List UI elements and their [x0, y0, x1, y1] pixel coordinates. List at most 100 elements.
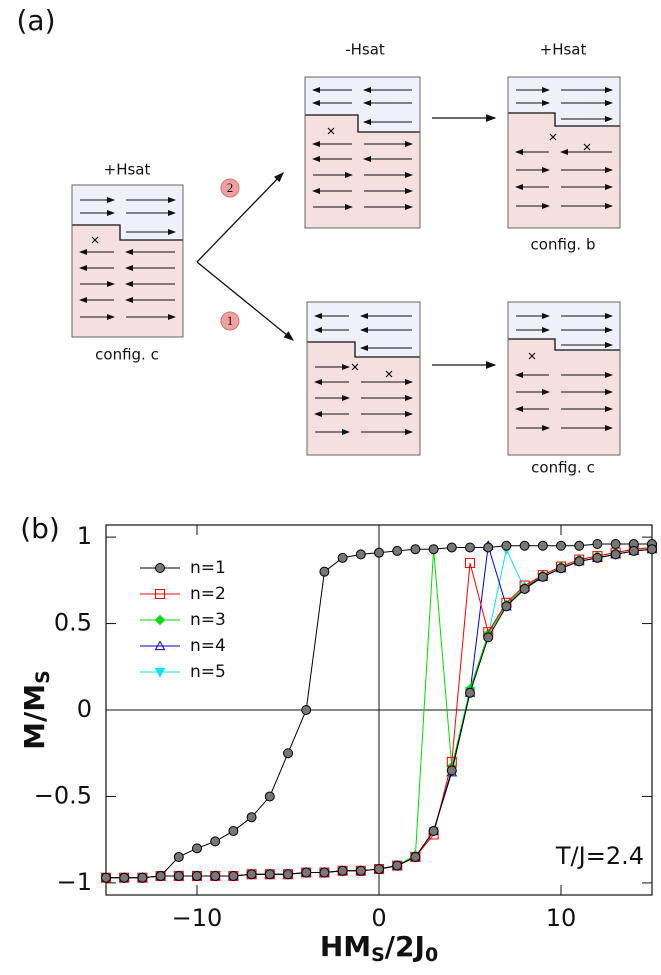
- marker: [392, 545, 403, 556]
- domain-wall: [508, 338, 620, 351]
- top-domain: [305, 77, 420, 132]
- field-label: +Hsat: [540, 41, 587, 59]
- marker: [319, 566, 330, 577]
- marker: [264, 869, 275, 880]
- marker: [483, 542, 494, 553]
- path-arrow: [196, 172, 284, 263]
- marker: [446, 542, 457, 553]
- config-label: config. c: [531, 459, 595, 477]
- domain-wall: [508, 112, 620, 127]
- defect-cross: [327, 127, 335, 135]
- legend-marker: [154, 640, 166, 651]
- marker: [501, 601, 512, 612]
- box-frame: [304, 76, 421, 229]
- marker: [647, 544, 657, 555]
- y-tick-label: 0: [77, 695, 92, 723]
- marker: [246, 812, 257, 823]
- field-label: -Hsat: [345, 41, 385, 59]
- legend-marker: [155, 589, 165, 599]
- y-tick-label: 0.5: [54, 609, 92, 637]
- x-axis-label-part: 0: [425, 944, 438, 966]
- box-frame: [507, 76, 621, 229]
- y-axis-label: M/MS: [18, 670, 54, 750]
- marker: [283, 748, 293, 759]
- marker: [173, 851, 184, 862]
- marker: [446, 765, 457, 776]
- marker: [392, 860, 403, 871]
- marker: [210, 870, 221, 881]
- marker: [246, 869, 257, 880]
- marker: [610, 539, 621, 550]
- panel-label: (a): [16, 4, 55, 37]
- marker: [483, 632, 494, 643]
- panel-label: (b): [20, 512, 60, 545]
- marker: [537, 571, 548, 582]
- marker: [192, 870, 202, 881]
- defect-cross: [385, 370, 393, 378]
- marker: [465, 558, 475, 569]
- marker: [428, 544, 439, 555]
- x-tick-label: −10: [172, 904, 223, 932]
- marker: [228, 870, 239, 881]
- step-number: 1: [227, 313, 234, 328]
- marker: [355, 865, 366, 876]
- y-axis-label-part: S: [32, 670, 54, 684]
- x-axis-label-part: /2J: [385, 930, 425, 963]
- marker: [210, 836, 221, 847]
- marker: [574, 540, 585, 551]
- config-label: config. b: [531, 236, 596, 254]
- marker: [410, 851, 421, 862]
- marker: [574, 556, 585, 567]
- marker: [592, 552, 603, 563]
- legend-label: n=4: [190, 636, 226, 656]
- x-tick-label: 0: [371, 904, 386, 932]
- x-axis-label: HMS/2J0: [320, 930, 438, 966]
- defect-cross: [583, 143, 591, 151]
- marker: [283, 869, 293, 880]
- y-tick-label: −0.5: [34, 781, 92, 809]
- legend-label: n=1: [190, 558, 226, 578]
- chart: −1 −0.5 0 0.5 1 −10 0 10 n=1 n=2 n=3 n=4 n=5 T/J=2.4 H…: [18, 522, 658, 966]
- marker: [410, 544, 421, 555]
- marker: [319, 867, 330, 878]
- marker: [355, 549, 366, 560]
- marker: [519, 540, 530, 551]
- marker: [301, 867, 312, 878]
- defect-cross: [91, 236, 99, 244]
- marker: [264, 791, 275, 802]
- marker: [374, 547, 384, 558]
- legend-marker: [154, 667, 166, 678]
- config-label: config. c: [95, 346, 159, 364]
- legend-label: n=5: [190, 662, 226, 682]
- domain-configs: [71, 76, 621, 456]
- x-axis-label-part: S: [371, 944, 385, 966]
- marker: [501, 540, 512, 551]
- box-frame: [507, 301, 621, 456]
- legend-marker: [154, 614, 166, 626]
- defect-cross: [549, 133, 557, 141]
- step-number: 2: [227, 180, 234, 195]
- marker: [537, 540, 548, 551]
- marker: [592, 539, 603, 550]
- marker: [519, 583, 530, 594]
- marker: [465, 687, 475, 698]
- marker: [137, 872, 148, 883]
- marker: [337, 552, 348, 563]
- marker: [301, 705, 312, 715]
- y-tick-label: −1: [57, 868, 92, 896]
- marker: [155, 870, 166, 881]
- step-badge: [220, 178, 240, 198]
- x-tick-label: 10: [546, 904, 577, 932]
- marker: [556, 563, 566, 574]
- box-frame: [71, 184, 184, 338]
- marker: [337, 865, 348, 876]
- legend-label: n=3: [190, 610, 226, 630]
- marker: [374, 864, 384, 875]
- marker: [556, 540, 566, 551]
- box-frame: [306, 301, 421, 456]
- step-badge: [220, 311, 240, 331]
- marker: [119, 872, 130, 883]
- y-tick-label: 1: [77, 522, 92, 550]
- marker: [192, 843, 202, 854]
